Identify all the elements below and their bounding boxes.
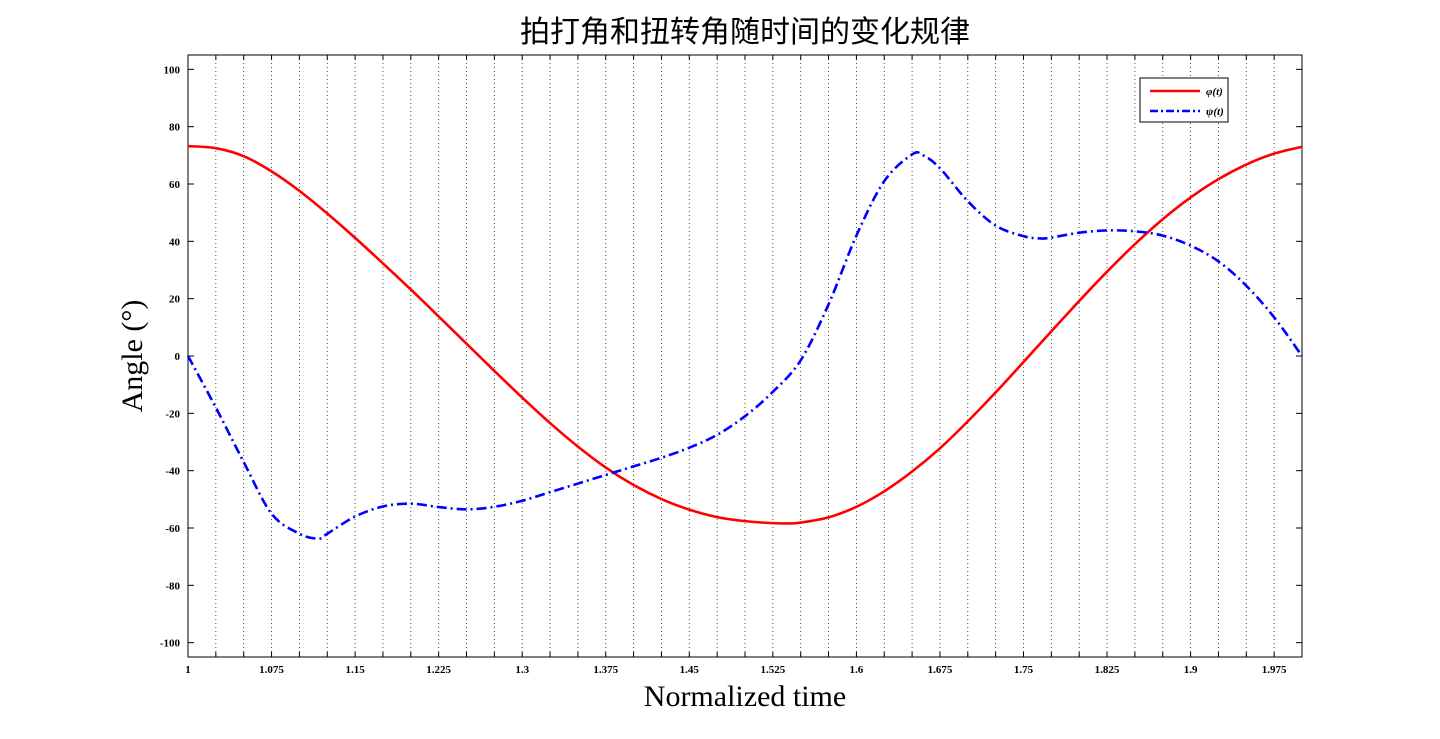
y-tick-labels: 100 80 60 40 20 0 -20 -40 -60 -80 -100 [160, 64, 181, 649]
y-tick-label: -20 [165, 408, 180, 420]
chart-title: 拍打角和扭转角随时间的变化规律 [520, 15, 970, 50]
x-tick-label: 1.525 [760, 664, 785, 676]
x-tick-label: 1.9 [1184, 664, 1198, 676]
y-tick-label: 40 [169, 236, 181, 248]
x-tick-label: 1.15 [345, 664, 365, 676]
y-tick-label: 60 [169, 179, 181, 191]
x-tick-label: 1.675 [928, 664, 953, 676]
legend-box [1139, 77, 1229, 123]
series-line-2 [186, 150, 1304, 540]
legend-label-1: φ(t) [1206, 86, 1223, 98]
x-tick-label: 1.375 [593, 664, 618, 676]
x-tick-label: 1.825 [1095, 664, 1120, 676]
x-tick-label: 1.075 [259, 664, 284, 676]
y-tick-label: 80 [169, 122, 181, 134]
y-axis-label: Angle (°) [116, 300, 149, 413]
series-line-1 [187, 144, 1303, 525]
x-tick-label: 1.225 [426, 664, 451, 676]
x-tick-label: 1 [185, 664, 191, 676]
y-tick-label: -100 [160, 638, 181, 650]
x-tick-label: 1.3 [515, 664, 529, 676]
x-tick-label: 1.75 [1014, 664, 1034, 676]
x-tick-label: 1.45 [680, 664, 700, 676]
y-tick-label: -40 [165, 466, 180, 478]
x-tick-label: 1.6 [850, 664, 864, 676]
y-tick-label: 20 [169, 294, 181, 306]
y-tick-label: -60 [165, 523, 180, 535]
x-axis-label: Normalized time [644, 680, 846, 713]
y-tick-label: 100 [164, 64, 181, 76]
y-tick-label: -80 [165, 580, 180, 592]
series-layer [186, 144, 1304, 540]
y-tick-label: 0 [175, 351, 181, 363]
x-tick-label: 1.975 [1262, 664, 1287, 676]
legend: φ(t) ψ(t) [1139, 77, 1229, 123]
grid-lines [215, 55, 1275, 657]
legend-label-2: ψ(t) [1206, 106, 1224, 118]
x-tick-labels: 1 1.075 1.15 1.225 1.3 1.375 1.45 1.525 1.6 1.675… [185, 664, 1287, 676]
